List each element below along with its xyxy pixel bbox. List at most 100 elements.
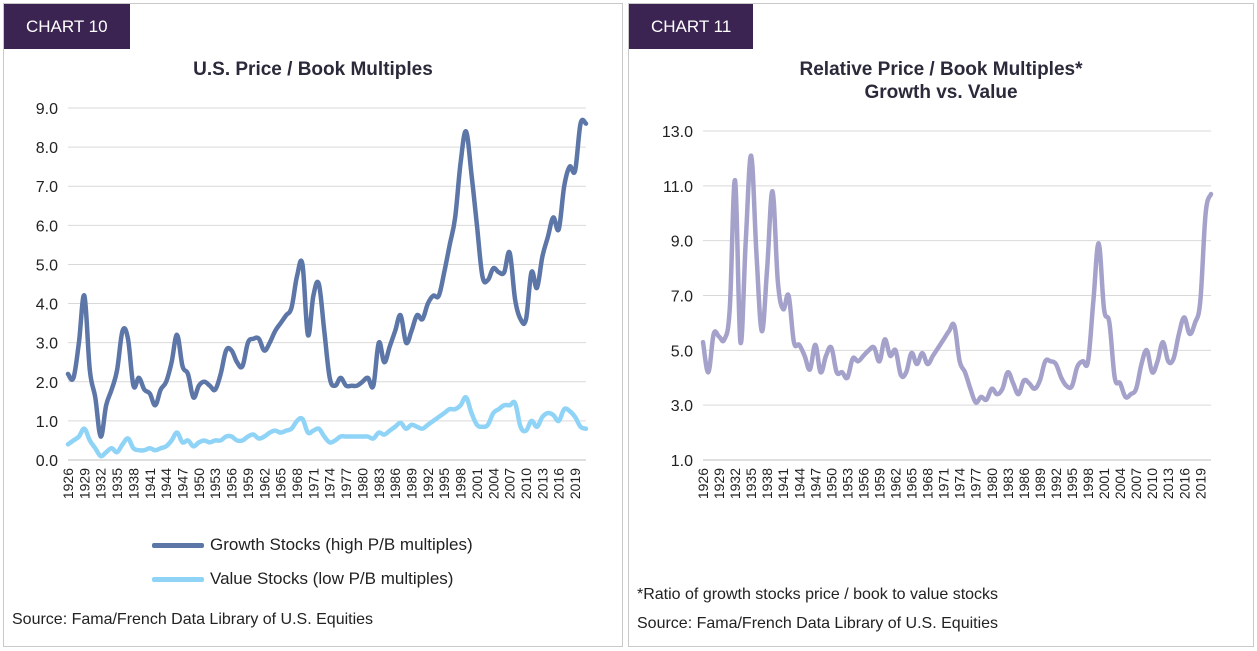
chart-10-x-tick-label: 1971 [305,468,321,499]
chart-11-y-tick-label: 5.0 [671,343,693,360]
chart-11-x-tick-label: 1971 [936,468,952,499]
chart-10-x-tick-label: 1992 [420,468,436,499]
chart-10-x-tick-label: 1950 [191,468,207,499]
chart-11-x-tick-label: 1974 [952,468,968,499]
chart-11-x-tick-label: 1947 [807,468,823,499]
chart-11-x-tick-label: 1950 [823,468,839,499]
chart-10-tag: CHART 10 [4,4,130,49]
chart-10-source: Source: Fama/French Data Library of U.S.… [12,611,374,628]
chart-10-x-tick-label: 1944 [158,468,174,499]
chart-11-x-tick-label: 1962 [888,468,904,499]
chart-11-x-tick-label: 2013 [1160,468,1176,499]
legend-value-swatch [152,576,204,582]
chart-11-footnote: *Ratio of growth stocks price / book to … [637,586,999,603]
legend-value-label: Value Stocks (low P/B multiples) [210,569,454,588]
chart-10-y-tick-label: 1.0 [36,414,58,431]
chart-10-x-tick-label: 1953 [207,468,223,499]
chart-11-x-tick-label: 1998 [1080,468,1096,499]
chart-10-x-tick-label: 1941 [142,468,158,499]
chart-10-x-tick-label: 1932 [93,468,109,499]
chart-11-source: Source: Fama/French Data Library of U.S.… [637,615,999,632]
chart-11-y-tick-label: 13.0 [662,124,693,141]
chart-10-x-tick-label: 2001 [469,468,485,499]
chart-10-x-tick-label: 2007 [502,468,518,499]
chart-10-y-tick-label: 2.0 [36,375,58,392]
legend-growth: Growth Stocks (high P/B multiples) [152,535,473,555]
chart-11-panel: CHART 11 Relative Price / Book Multiples… [628,3,1254,647]
chart-11-series-line-1 [700,153,1214,405]
chart-11-x-tick-label: 1953 [839,468,855,499]
chart-10-x-tick-label: 2016 [551,468,567,499]
chart-10-y-tick-label: 7.0 [36,179,58,196]
chart-10-x-tick-label: 1986 [387,468,403,499]
chart-11-y-tick-label: 1.0 [671,453,693,470]
chart-10-x-tick-label: 1935 [109,468,125,499]
chart-11-tag: CHART 11 [629,4,754,49]
chart-10-x-tick-label: 2019 [567,468,583,499]
chart-11-x-tick-label: 1938 [759,468,775,499]
chart-11-x-tick-label: 1980 [984,468,1000,499]
chart-11-x-tick-label: 2019 [1192,468,1208,499]
chart-10-y-tick-label: 3.0 [36,336,58,353]
chart-10-x-tick-label: 1995 [436,468,452,499]
chart-10-x-tick-label: 1926 [60,468,76,499]
chart-11-y-tick-label: 7.0 [671,289,693,306]
chart-11-title-line2: Growth vs. Value [864,82,1018,103]
chart-11-x-tick-label: 1959 [871,468,887,499]
chart-11-y-tick-label: 11.0 [663,179,693,196]
chart-11-x-tick-label: 1965 [904,468,920,499]
chart-10-x-tick-label: 1956 [224,468,240,499]
chart-10-panel: CHART 10 U.S. Price / Book Multiples 0.0… [3,3,623,647]
chart-10-x-tick-label: 1959 [240,468,256,499]
chart-11-x-tick-label: 2007 [1128,468,1144,499]
chart-11-x-tick-label: 1932 [727,468,743,499]
chart-10-y-tick-label: 6.0 [36,218,58,235]
legend-growth-label: Growth Stocks (high P/B multiples) [210,535,473,554]
chart-10-x-tick-label: 1980 [354,468,370,499]
chart-11-x-tick-label: 1983 [1000,468,1016,499]
chart-11-title: Relative Price / Book Multiples* Growth … [629,58,1253,104]
chart-10-x-tick-label: 1929 [76,468,92,499]
chart-10-x-tick-label: 1989 [404,468,420,499]
chart-10-y-tick-label: 9.0 [36,101,58,118]
chart-10-x-tick-label: 1938 [125,468,141,499]
chart-10-y-tick-label: 4.0 [36,297,58,314]
chart-11-x-tick-label: 1977 [968,468,984,499]
chart-10-series-line-2 [65,395,589,459]
chart-11-x-tick-label: 1968 [920,468,936,499]
chart-11-x-tick-label: 1995 [1064,468,1080,499]
chart-11-x-tick-label: 1944 [791,468,807,499]
chart-11-x-tick-label: 2001 [1096,468,1112,499]
chart-10-y-tick-label: 8.0 [36,140,58,157]
legend-value: Value Stocks (low P/B multiples) [152,569,453,589]
chart-11-x-tick-label: 1956 [855,468,871,499]
chart-10-y-tick-label: 0.0 [36,453,58,470]
chart-10-x-tick-label: 1974 [322,468,338,499]
chart-11-y-tick-label: 3.0 [671,398,693,415]
chart-11-x-tick-label: 2010 [1144,468,1160,499]
chart-11-x-tick-label: 1989 [1032,468,1048,499]
chart-11-x-tick-label: 1929 [711,468,727,499]
chart-10-x-tick-label: 1998 [453,468,469,499]
legend-growth-swatch [152,542,204,548]
chart-10-x-tick-label: 1962 [256,468,272,499]
chart-11-y-tick-label: 9.0 [671,234,693,251]
chart-11-x-tick-label: 2004 [1112,468,1128,499]
chart-10-title: U.S. Price / Book Multiples [193,59,433,80]
chart-10-x-tick-label: 2013 [534,468,550,499]
chart-10-y-tick-label: 5.0 [36,257,58,274]
chart-11-x-tick-label: 1986 [1016,468,1032,499]
chart-10-x-tick-label: 1977 [338,468,354,499]
chart-11-x-tick-label: 1992 [1048,468,1064,499]
chart-10-x-tick-label: 1965 [273,468,289,499]
chart-11-x-tick-label: 2016 [1176,468,1192,499]
chart-10-x-tick-label: 2010 [518,468,534,499]
chart-11-x-tick-label: 1935 [743,468,759,499]
chart-10-series-line-1 [65,117,589,439]
chart-10-x-tick-label: 1968 [289,468,305,499]
chart-10-x-tick-label: 1983 [371,468,387,499]
chart-11-title-line1: Relative Price / Book Multiples* [799,59,1083,80]
chart-10-x-tick-label: 1947 [175,468,191,499]
